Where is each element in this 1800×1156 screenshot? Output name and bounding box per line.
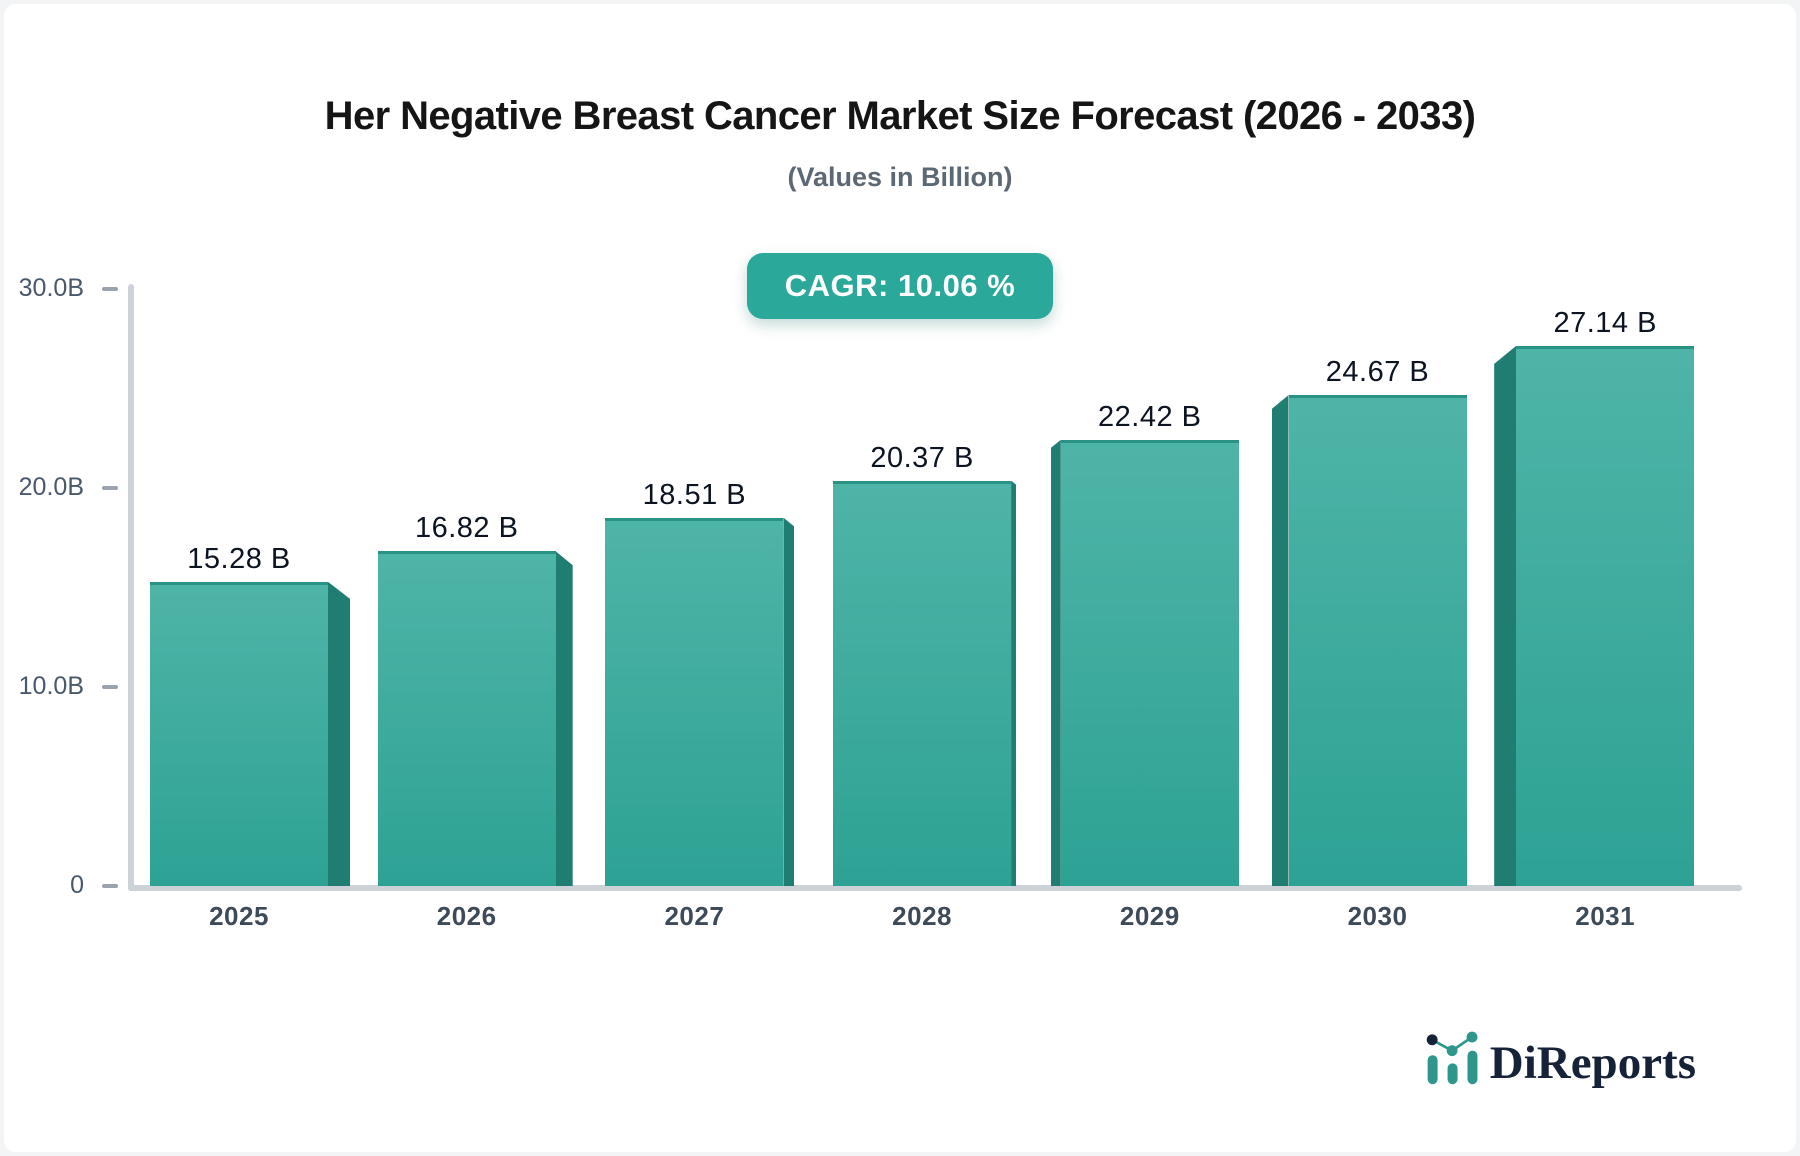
bar-side-face-2031 — [1494, 345, 1517, 886]
y-axis-tick-label: 10.0B — [18, 672, 84, 700]
x-axis-label-2031: 2031 — [1575, 901, 1636, 931]
chart-title: Her Negative Breast Cancer Market Size F… — [324, 94, 1476, 138]
y-axis-tick-mark — [102, 884, 118, 888]
x-axis-label-2026: 2026 — [436, 901, 497, 931]
bar-side-face-2027 — [783, 517, 795, 886]
x-axis-label-2025: 2025 — [209, 901, 269, 931]
bar-side-face-2025 — [328, 581, 350, 886]
y-axis-tick-label: 20.0B — [18, 473, 84, 501]
bar-value-label-2029: 22.42 B — [1098, 400, 1202, 433]
bar-side-face-2026 — [555, 551, 573, 886]
x-axis-label-2030: 2030 — [1347, 901, 1408, 931]
cagr-badge-row: CAGR: 10.06 % — [4, 253, 1796, 319]
bar-2031[interactable] — [1516, 345, 1695, 886]
y-axis-tick-mark — [102, 486, 118, 490]
x-axis-label-2028: 2028 — [892, 901, 953, 931]
logo-chart-icon — [1424, 1028, 1482, 1086]
bar-side-face-2029 — [1050, 439, 1061, 886]
chart-card: Her Negative Breast Cancer Market Size F… — [4, 4, 1796, 1152]
bar-side-face-2028 — [1011, 480, 1017, 886]
y-axis-tick-mark — [102, 287, 118, 291]
y-axis-line — [128, 284, 134, 891]
bar-2030[interactable] — [1288, 395, 1467, 886]
bar-side-face-2030 — [1271, 395, 1289, 886]
bar-value-label-2026: 16.82 B — [414, 512, 519, 545]
bar-value-label-2027: 18.51 B — [642, 478, 747, 511]
bar-value-label-2030: 24.67 B — [1325, 356, 1430, 389]
y-axis-tick-mark — [102, 685, 118, 689]
bar-value-label-2025: 15.28 B — [187, 542, 291, 575]
cagr-badge: CAGR: 10.06 % — [746, 253, 1054, 319]
plot-area: 30.0B 20.0B 10.0B 0 15.28 B 2025 16.82 B 2026 18… — [4, 4, 1796, 1152]
chart-stage: Her Negative Breast Cancer Market Size F… — [4, 4, 1796, 1152]
bar-value-label-2028: 20.37 B — [870, 441, 974, 474]
chart-subtitle: (Values in Billion) — [787, 162, 1013, 192]
x-axis-label-2029: 2029 — [1119, 901, 1180, 931]
bar-2025[interactable] — [150, 581, 328, 886]
y-axis-tick-label: 0 — [70, 871, 84, 899]
y-axis-tick-label: 30.0B — [18, 274, 84, 302]
bar-2026[interactable] — [377, 551, 556, 886]
logo-text: DiReports — [1489, 1037, 1696, 1090]
bar-2029[interactable] — [1060, 439, 1239, 886]
bar-2027[interactable] — [605, 517, 784, 886]
bar-value-label-2031: 27.14 B — [1553, 306, 1657, 339]
x-axis-label-2027: 2027 — [664, 901, 725, 931]
bar-2028[interactable] — [833, 480, 1012, 886]
direports-logo: DiReports — [1424, 1028, 1696, 1090]
x-axis-line — [128, 885, 1742, 891]
